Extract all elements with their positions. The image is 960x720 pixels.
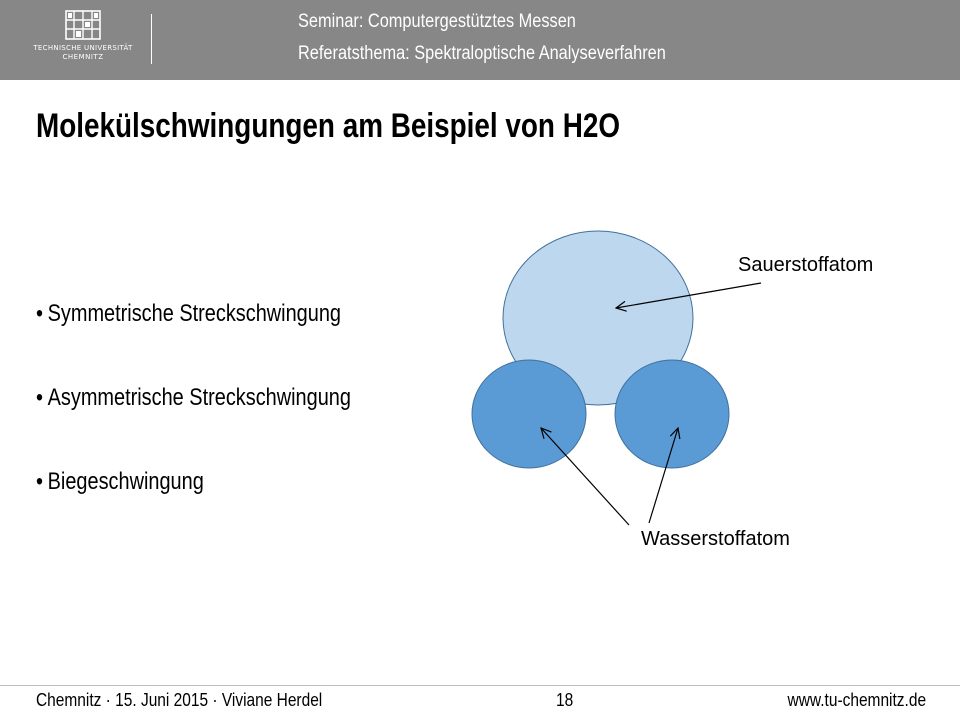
logo-city-name: CHEMNITZ	[62, 53, 104, 61]
bullet-dot-icon: •	[36, 384, 43, 411]
oxygen-label: Sauerstoffatom	[738, 254, 874, 276]
university-logo: TECHNISCHE UNIVERSITÄT CHEMNITZ	[22, 10, 144, 70]
bullet-dot-icon: •	[36, 300, 43, 327]
seminar-title: Seminar: Computergestütztes Messen	[298, 11, 576, 32]
hydrogen-atom-right	[614, 359, 730, 469]
header-divider	[151, 14, 152, 64]
bullet-item: • Symmetrische Streckschwingung	[36, 300, 341, 328]
hydrogen-pointer-arrow-right	[648, 428, 678, 524]
bullet-item: • Asymmetrische Streckschwingung	[36, 384, 351, 412]
oxygen-atom	[502, 230, 694, 406]
oxygen-pointer-arrow	[616, 282, 762, 308]
talk-topic: Referatsthema: Spektraloptische Analysev…	[298, 43, 666, 64]
footer-divider	[0, 685, 960, 686]
logo-university-name: TECHNISCHE UNIVERSITÄT	[33, 44, 133, 52]
slide-title: Molekülschwingungen am Beispiel von H2O	[36, 107, 621, 145]
bullet-dot-icon: •	[36, 468, 43, 495]
hydrogen-atom-left	[471, 359, 587, 469]
hydrogen-label: Wasserstoffatom	[641, 528, 790, 550]
footer-info: Chemnitz · 15. Juni 2015 · Viviane Herde…	[36, 690, 323, 710]
building-logo-icon	[65, 10, 101, 40]
bullet-item: • Biegeschwingung	[36, 468, 204, 496]
water-molecule-diagram	[471, 230, 762, 526]
bullet-text: Symmetrische Streckschwingung	[47, 300, 341, 327]
hydrogen-pointer-arrow-left	[541, 428, 630, 526]
page-number: 18	[556, 690, 574, 710]
bullet-text: Biegeschwingung	[47, 468, 204, 495]
bullet-text: Asymmetrische Streckschwingung	[47, 384, 351, 411]
slide-header: TECHNISCHE UNIVERSITÄT CHEMNITZ Seminar:…	[0, 0, 960, 80]
footer-website: www.tu-chemnitz.de	[787, 690, 926, 710]
